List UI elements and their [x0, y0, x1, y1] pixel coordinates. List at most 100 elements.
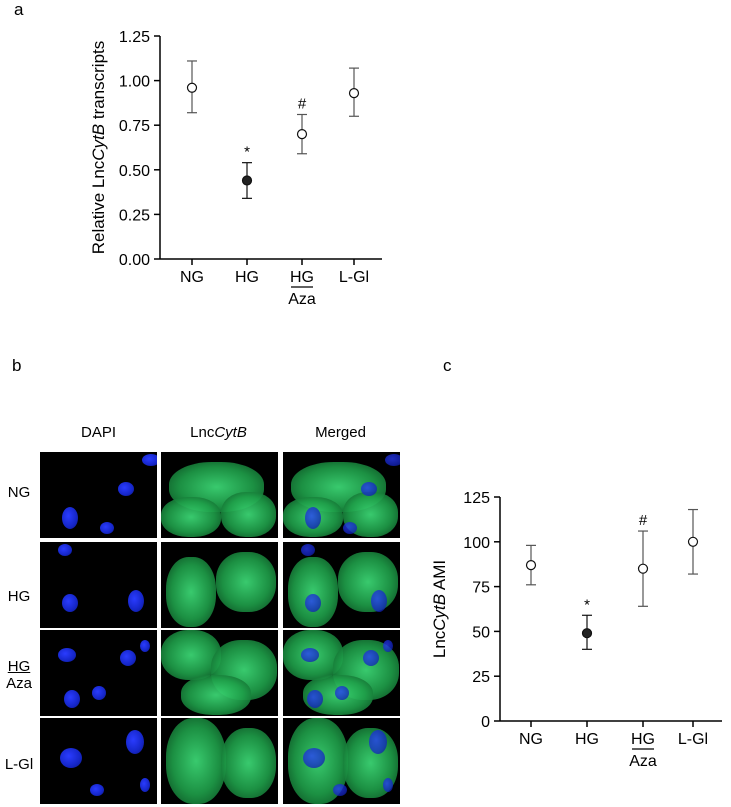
- micrograph-nucleus: [361, 482, 377, 496]
- chart-c-ylabel-suffix: AMI: [430, 560, 449, 594]
- micrograph-lgl-dapi: [40, 718, 157, 804]
- chart-c-xtick-label: HG: [575, 731, 599, 748]
- chart-a-data-point: [296, 129, 308, 140]
- micrograph-nucleus: [60, 748, 82, 768]
- chart-a-ylabel-prefix: Relative Lnc: [89, 160, 108, 254]
- micrograph-hg-aza-merged: [283, 630, 400, 716]
- micrograph-hg-dapi: [40, 542, 157, 628]
- chart-a-ytick-label: 0.00: [119, 252, 150, 269]
- micrograph-nucleus: [128, 590, 144, 612]
- panel-letter-a: a: [14, 0, 24, 19]
- micrograph-column-label-lnccytb: LncCytB: [190, 424, 247, 441]
- chart-a-data-point: [241, 175, 253, 186]
- chart-c-ytick-label: 100: [463, 535, 490, 552]
- chart-c-data-point: [687, 536, 699, 547]
- chart-a-ytick-label: 0.75: [119, 118, 150, 135]
- micrograph-lgl-merged: [283, 718, 400, 804]
- chart-c-ytick-label: 25: [472, 669, 490, 686]
- micrograph-nucleus: [120, 650, 136, 666]
- chart-a-xtick-label: HG: [235, 269, 259, 286]
- micrograph-row-label-hg-aza: HG Aza: [6, 658, 32, 692]
- micrograph-nucleus: [371, 590, 387, 612]
- chart-a-significance-label: #: [298, 95, 307, 112]
- chart-a-data-point: [348, 87, 360, 99]
- micrograph-cell-body: [338, 552, 398, 612]
- chart-c-ylabel-prefix: Lnc: [430, 630, 449, 658]
- micrograph-nucleus: [369, 730, 387, 754]
- micrograph-cell-body: [181, 675, 251, 715]
- micrograph-nucleus: [307, 690, 323, 708]
- chart-c-xtick-label: NG: [519, 731, 543, 748]
- micrograph-cell-body: [166, 718, 226, 804]
- chart-a-ylabel-italic: CytB: [89, 124, 108, 161]
- micrograph-nucleus: [301, 648, 319, 662]
- micrograph-lgl-lnccytb: [161, 718, 278, 804]
- micrograph-nucleus: [343, 522, 357, 534]
- micrograph-nucleus: [140, 640, 150, 652]
- micrograph-hg-merged: [283, 542, 400, 628]
- chart-c-significance-label: *: [584, 596, 590, 613]
- micrograph-nucleus: [303, 748, 325, 768]
- chart-c-ytick-label: 125: [463, 490, 490, 507]
- chart-a-ytick-label: 0.50: [119, 163, 150, 180]
- micrograph-cell-body: [221, 728, 276, 798]
- micrograph-nucleus: [126, 730, 144, 754]
- micrograph-nucleus: [305, 594, 321, 612]
- micrograph-nucleus: [333, 784, 347, 796]
- chart-c-xtick-label: L-Gl: [678, 731, 708, 748]
- chart-c-xtick-label: HG: [631, 731, 655, 748]
- micrograph-column-label-merged: Merged: [315, 424, 366, 441]
- micrograph-nucleus: [385, 454, 400, 466]
- micrograph-nucleus: [58, 648, 76, 662]
- micrograph-nucleus: [363, 650, 379, 666]
- micrograph-nucleus: [142, 454, 157, 466]
- micrograph-ng-lnccytb: [161, 452, 278, 538]
- micrograph-nucleus: [301, 544, 315, 556]
- micrograph-ng-dapi: [40, 452, 157, 538]
- chart-c-significance-label: #: [639, 512, 648, 529]
- micrograph-row-label-hg: HG: [7, 588, 31, 605]
- chart-c-ytick-label: 50: [472, 624, 490, 641]
- micrograph-nucleus: [335, 686, 349, 700]
- micrograph-hg-aza-dapi: [40, 630, 157, 716]
- chart-c-data-point: [637, 563, 649, 574]
- chart-c-data-point: [581, 628, 593, 639]
- micrograph-nucleus: [140, 778, 150, 792]
- chart-c-ytick-label: 75: [472, 580, 490, 597]
- micrograph-cell-body: [288, 557, 338, 627]
- micrograph-ng-merged: [283, 452, 400, 538]
- micrograph-nucleus: [92, 686, 106, 700]
- chart-a-ytick-label: 1.00: [119, 74, 150, 91]
- chart-a-group: 0.00 0.25 0.50 0.75 1.00 1.25 NG HG HG Aza L-Gl * # R…: [89, 29, 382, 308]
- chart-c-ylabel: LncCytB AMI: [430, 560, 449, 658]
- micrograph-cell-body: [166, 557, 216, 627]
- micrograph-nucleus: [383, 640, 393, 652]
- micrograph-nucleus: [64, 690, 80, 708]
- chart-a-ylabel-suffix: transcripts: [89, 41, 108, 124]
- micrograph-cell-body: [216, 552, 276, 612]
- chart-a-ylabel: Relative LncCytB transcripts: [89, 41, 108, 255]
- micrograph-nucleus: [90, 784, 104, 796]
- micrograph-nucleus: [62, 594, 78, 612]
- micrograph-grid: [40, 452, 401, 807]
- micrograph-row-label-lgl: L-Gl: [4, 756, 34, 773]
- micrograph-cell-body: [221, 492, 276, 537]
- micrograph-nucleus: [305, 507, 321, 529]
- micrograph-nucleus: [62, 507, 78, 529]
- micrograph-nucleus: [118, 482, 134, 496]
- micrograph-nucleus: [100, 522, 114, 534]
- chart-c-data-point: [525, 559, 537, 571]
- chart-a-xtick-sublabel: Aza: [288, 291, 316, 308]
- micrograph-row-label-ng: NG: [7, 484, 31, 501]
- chart-a-xtick-label: L-Gl: [339, 269, 369, 286]
- panel-letter-b: b: [12, 356, 22, 375]
- chart-a-data-point: [186, 82, 198, 93]
- chart-a-ytick-label: 1.25: [119, 29, 150, 46]
- chart-c-ytick-label: 0: [481, 714, 490, 731]
- micrograph-nucleus: [58, 544, 72, 556]
- micrograph-hg-lnccytb: [161, 542, 278, 628]
- chart-a-xtick-label: HG: [290, 269, 314, 286]
- panel-letter-c: c: [443, 356, 452, 375]
- chart-c-xtick-sublabel: Aza: [629, 753, 657, 770]
